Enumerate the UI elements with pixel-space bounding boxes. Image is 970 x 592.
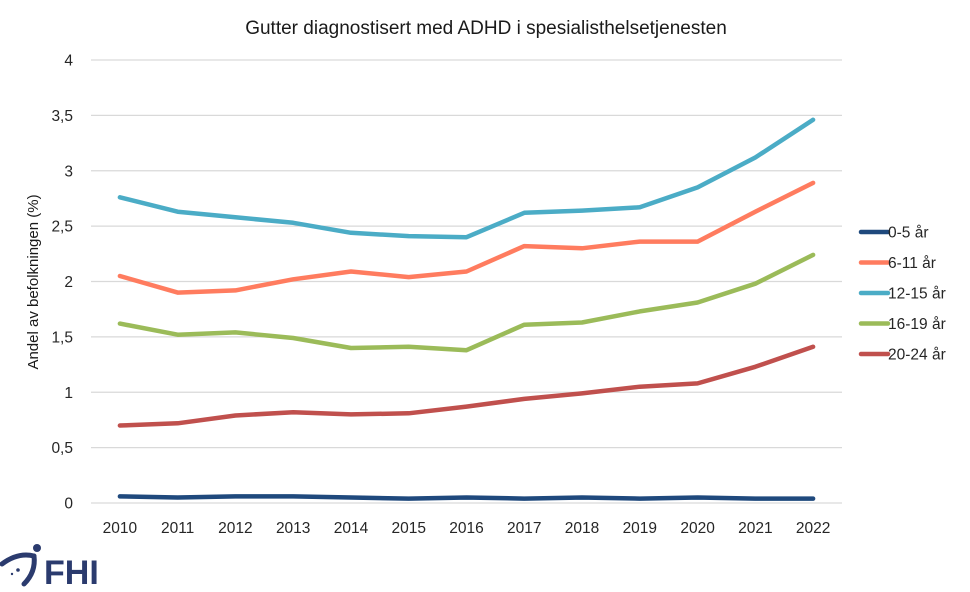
- legend-item: 20-24 år: [858, 347, 946, 364]
- fhi-logo-icon: [0, 544, 41, 587]
- x-tick-label: 2012: [218, 520, 252, 537]
- series-line-20-24-r: [117, 344, 816, 428]
- series-line-0-5-r: [117, 494, 816, 501]
- legend-label: 0-5 år: [888, 225, 929, 242]
- legend-item: 16-19 år: [858, 316, 946, 333]
- series-line-6-11-r: [117, 180, 816, 295]
- legend-label: 12-15 år: [888, 286, 946, 303]
- y-tick-label: 1,5: [51, 329, 73, 346]
- chart-title: Gutter diagnostisert med ADHD i spesiali…: [245, 18, 727, 39]
- y-axis-label: Andel av befolkningen (%): [25, 194, 42, 369]
- x-tick-label: 2017: [507, 520, 541, 537]
- legend-item: 12-15 år: [858, 286, 946, 303]
- x-axis-ticks: 2010 2011 2012 2013 2014 2015 2016 2017 2018 2019…: [103, 520, 831, 537]
- x-tick-label: 2016: [449, 520, 483, 537]
- x-tick-label: 2022: [796, 520, 830, 537]
- y-tick-label: 1: [64, 385, 73, 402]
- y-axis-ticks: 0 0,5 1 1,5 2 2,5 3 3,5 4: [51, 53, 73, 513]
- y-tick-label: 0: [64, 496, 73, 513]
- y-tick-label: 4: [64, 53, 73, 70]
- legend-label: 16-19 år: [888, 316, 946, 333]
- x-tick-label: 2021: [738, 520, 772, 537]
- y-tick-label: 2: [64, 274, 73, 291]
- series-lines: [117, 117, 816, 501]
- legend: 0-5 år 6-11 år 12-15 år 16-19 år 20-24 år: [858, 225, 946, 364]
- y-tick-label: 3: [64, 163, 73, 180]
- y-tick-label: 3,5: [51, 108, 73, 125]
- y-tick-label: 0,5: [51, 440, 73, 457]
- x-tick-label: 2015: [391, 520, 425, 537]
- x-tick-label: 2018: [565, 520, 599, 537]
- gridlines: [91, 59, 842, 504]
- series-line-12-15-r: [117, 117, 816, 240]
- legend-item: 0-5 år: [858, 225, 929, 242]
- fhi-logo: FHI: [0, 544, 99, 590]
- x-tick-label: 2013: [276, 520, 310, 537]
- x-tick-label: 2019: [623, 520, 657, 537]
- x-tick-label: 2010: [103, 520, 138, 537]
- legend-label: 6-11 år: [888, 255, 936, 272]
- series-line-16-19-r: [117, 252, 816, 353]
- x-tick-label: 2020: [680, 520, 715, 537]
- fhi-logo-text: FHI: [44, 554, 99, 590]
- legend-item: 6-11 år: [858, 255, 936, 272]
- legend-label: 20-24 år: [888, 347, 946, 364]
- x-tick-label: 2011: [161, 520, 194, 537]
- y-tick-label: 2,5: [51, 219, 73, 236]
- x-tick-label: 2014: [334, 520, 369, 537]
